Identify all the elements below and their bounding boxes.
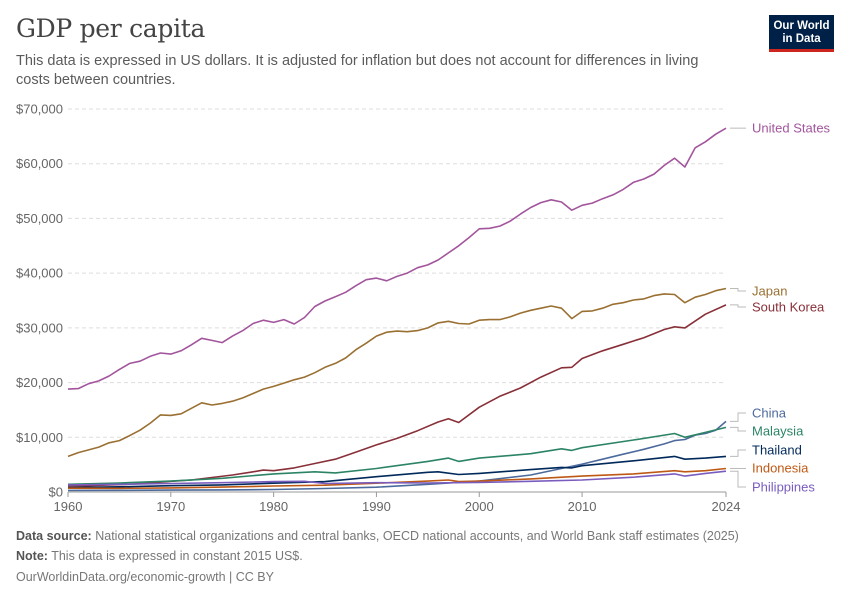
y-tick-label: $50,000 xyxy=(16,211,63,226)
y-tick-label: $20,000 xyxy=(16,375,63,390)
chart-subtitle: This data is expressed in US dollars. It… xyxy=(16,53,699,88)
y-tick-label: $60,000 xyxy=(16,156,63,171)
logo-line-1: Our World xyxy=(773,20,830,32)
chart-title: GDP per capita xyxy=(16,14,206,43)
legend-label: Indonesia xyxy=(752,461,809,476)
y-tick-label: $30,000 xyxy=(16,320,63,335)
series-line-china xyxy=(67,420,727,492)
y-tick-label: $10,000 xyxy=(16,430,63,445)
data-source-text: National statistical organizations and c… xyxy=(95,529,739,543)
series-line-united-states xyxy=(67,127,727,390)
legend-label: United States xyxy=(752,121,831,136)
logo-line-2: in Data xyxy=(782,32,821,45)
x-tick-label: 2024 xyxy=(712,499,741,514)
series-line-indonesia xyxy=(67,467,727,490)
x-tick-label: 1990 xyxy=(362,499,391,514)
note: Note: This data is expressed in constant… xyxy=(16,549,303,563)
x-tick-label: 1980 xyxy=(259,499,288,514)
owid-logo[interactable]: Our World in Data xyxy=(769,15,834,52)
y-tick-label: $40,000 xyxy=(16,266,63,281)
data-source: Data source: National statistical organi… xyxy=(16,529,739,543)
line-chart: $0 $10,000 $20,000 $30,000 $40,000 $50,000 $60… xyxy=(16,102,831,515)
legend-label: Japan xyxy=(752,284,787,299)
series-line-south-korea xyxy=(67,304,727,487)
legend-label: South Korea xyxy=(752,300,825,315)
data-source-label: Data source: xyxy=(16,529,92,543)
y-tick-label: $0 xyxy=(49,485,63,500)
note-label: Note: xyxy=(16,549,48,563)
legend-label: Philippines xyxy=(752,480,815,495)
series-line-thailand xyxy=(67,455,727,489)
legend-connector xyxy=(730,304,746,308)
legend-connector xyxy=(730,426,746,432)
legend-connector xyxy=(730,449,746,457)
y-tick-label: $70,000 xyxy=(16,102,63,117)
legend-label: Malaysia xyxy=(752,424,804,439)
note-text: This data is expressed in constant 2015 … xyxy=(51,549,303,563)
credit-link[interactable]: OurWorldinData.org/economic-growth | CC … xyxy=(16,570,274,584)
legend-label: Thailand xyxy=(752,443,802,458)
legend-connector xyxy=(730,412,746,422)
series-line-philippines xyxy=(67,470,727,486)
legend-connector xyxy=(730,470,746,488)
legend-label: China xyxy=(752,406,787,421)
x-tick-label: 1970 xyxy=(156,499,185,514)
series-line-japan xyxy=(67,287,727,458)
series-line-malaysia xyxy=(67,426,727,486)
x-tick-label: 2010 xyxy=(568,499,597,514)
legend-connector xyxy=(730,287,746,292)
x-tick-label: 1960 xyxy=(54,499,83,514)
x-tick-label: 2000 xyxy=(465,499,494,514)
